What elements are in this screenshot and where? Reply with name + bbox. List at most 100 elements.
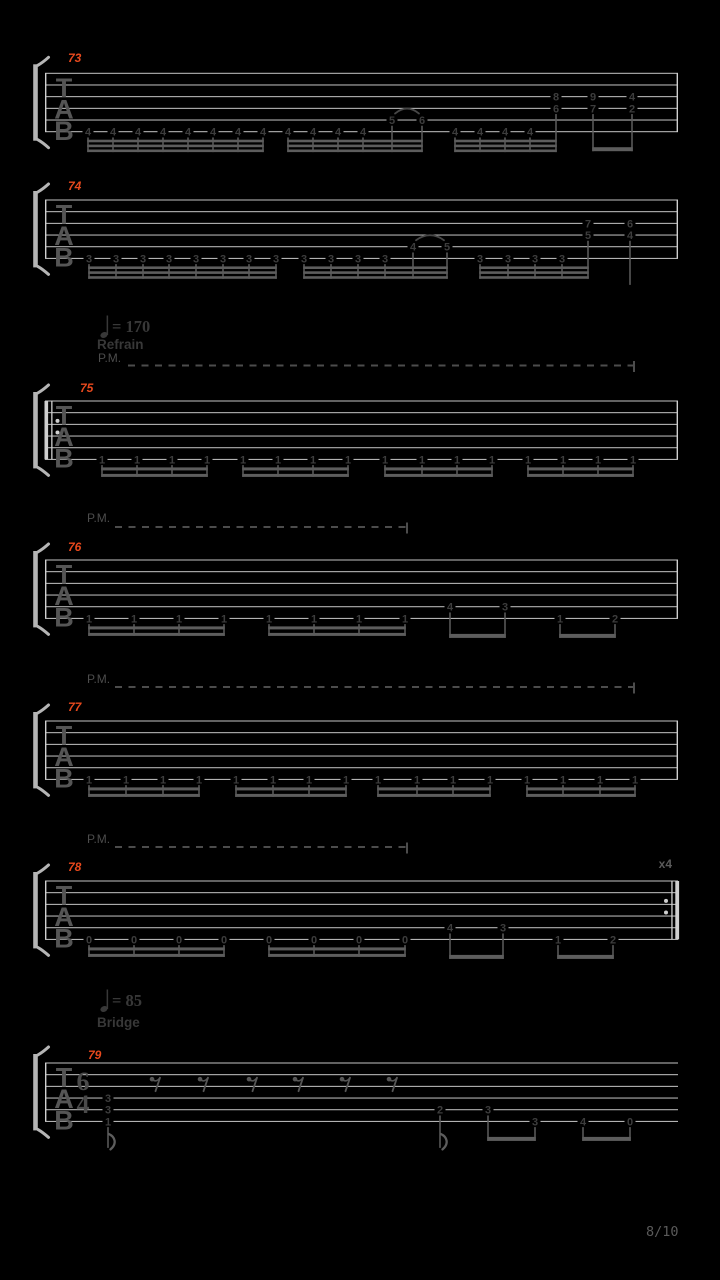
svg-text:Bridge: Bridge [97,1015,140,1030]
svg-text:1: 1 [450,774,456,786]
svg-text:3: 3 [246,253,252,265]
svg-text:T: T [56,1063,73,1093]
svg-text:2: 2 [629,103,635,115]
svg-text:1: 1 [134,454,140,466]
svg-text:3: 3 [559,253,565,265]
svg-text:3: 3 [140,253,146,265]
svg-text:B: B [54,116,74,146]
svg-text:1: 1 [555,934,561,946]
svg-text:B: B [54,243,74,273]
svg-text:1: 1 [233,774,239,786]
section-label: Bridge [97,1015,140,1030]
system-77: TAB 77 1 1 1 1 1 1 1 1 1 1 1 1 1 1 1 1 [33,700,678,797]
svg-text:7: 7 [585,218,591,230]
svg-text:2: 2 [610,934,616,946]
palm-mute-marking: P.M. [87,832,408,854]
svg-text:2: 2 [612,613,618,625]
svg-text:4: 4 [210,127,217,139]
svg-text:1: 1 [343,774,349,786]
svg-text:4: 4 [335,127,342,139]
tab-clef: TAB [54,401,74,474]
eighth-rest [386,1076,398,1093]
svg-text:1: 1 [454,454,460,466]
svg-text:3: 3 [166,253,172,265]
svg-text:4: 4 [85,127,92,139]
svg-text:P.M.: P.M. [98,351,121,365]
svg-text:4: 4 [527,127,534,139]
svg-text:P.M.: P.M. [87,511,110,525]
measure-number: 75 [80,381,94,395]
svg-text:1: 1 [176,613,182,625]
svg-text:3: 3 [220,253,226,265]
svg-text:1: 1 [86,613,92,625]
svg-text:A: A [54,422,74,452]
svg-text:0: 0 [86,934,92,946]
svg-text:3: 3 [477,253,483,265]
measure-number: 77 [68,700,83,714]
svg-text:1: 1 [345,454,351,466]
svg-text:1: 1 [99,454,105,466]
svg-text:B: B [54,924,74,954]
system-78: TAB 78 0 0 0 0 0 0 0 0 4 3 1 2 [33,860,680,959]
svg-text:4: 4 [185,127,192,139]
svg-text:0: 0 [356,934,362,946]
svg-text:4: 4 [135,127,142,139]
svg-text:3: 3 [355,253,361,265]
svg-text:T: T [56,560,73,590]
tab-clef: TAB [54,1063,74,1136]
svg-text:4: 4 [627,230,634,242]
svg-text:4: 4 [477,127,484,139]
svg-text:1: 1 [105,1116,111,1128]
svg-text:6: 6 [627,218,633,230]
svg-text:1: 1 [419,454,425,466]
svg-text:A: A [54,902,74,932]
svg-text:0: 0 [176,934,182,946]
svg-text:1: 1 [204,454,210,466]
svg-text:4: 4 [310,127,317,139]
svg-text:4: 4 [447,602,454,614]
svg-text:1: 1 [375,774,381,786]
svg-text:0: 0 [221,934,227,946]
svg-text:4: 4 [285,127,292,139]
svg-text:1: 1 [356,613,362,625]
svg-text:3: 3 [301,253,307,265]
svg-text:1: 1 [524,774,530,786]
eighth-rest [149,1076,161,1093]
svg-text:4: 4 [629,92,636,104]
svg-text:0: 0 [266,934,272,946]
svg-text:4: 4 [452,127,459,139]
measure-number: 74 [68,179,82,193]
svg-text:1: 1 [597,774,603,786]
svg-text:1: 1 [240,454,246,466]
svg-text:3: 3 [532,253,538,265]
svg-text:= 170: = 170 [112,317,150,336]
svg-text:3: 3 [193,253,199,265]
measure-number: 76 [68,540,82,554]
svg-text:1: 1 [160,774,166,786]
svg-text:6: 6 [419,115,425,127]
svg-text:5: 5 [585,230,591,242]
svg-text:x4: x4 [659,857,673,871]
svg-text:0: 0 [131,934,137,946]
svg-text:79: 79 [88,1048,102,1062]
svg-text:74: 74 [68,179,82,193]
tab-clef: TAB [54,560,74,633]
eighth-rest [339,1076,351,1093]
svg-text:1: 1 [595,454,601,466]
palm-mute-marking: P.M. [98,351,635,372]
svg-text:1: 1 [632,774,638,786]
svg-text:B: B [54,1106,74,1136]
tab-clef: TAB [54,200,74,273]
tempo-marking: = 85 [100,989,142,1012]
eighth-rest [292,1076,304,1093]
svg-text:1: 1 [221,613,227,625]
page-indicator: 8/10 [646,1224,679,1240]
section-label: Refrain [97,337,144,352]
svg-text:1: 1 [414,774,420,786]
svg-text:4: 4 [235,127,242,139]
svg-text:P.M.: P.M. [87,672,110,686]
svg-text:0: 0 [402,934,408,946]
svg-text:1: 1 [131,613,137,625]
